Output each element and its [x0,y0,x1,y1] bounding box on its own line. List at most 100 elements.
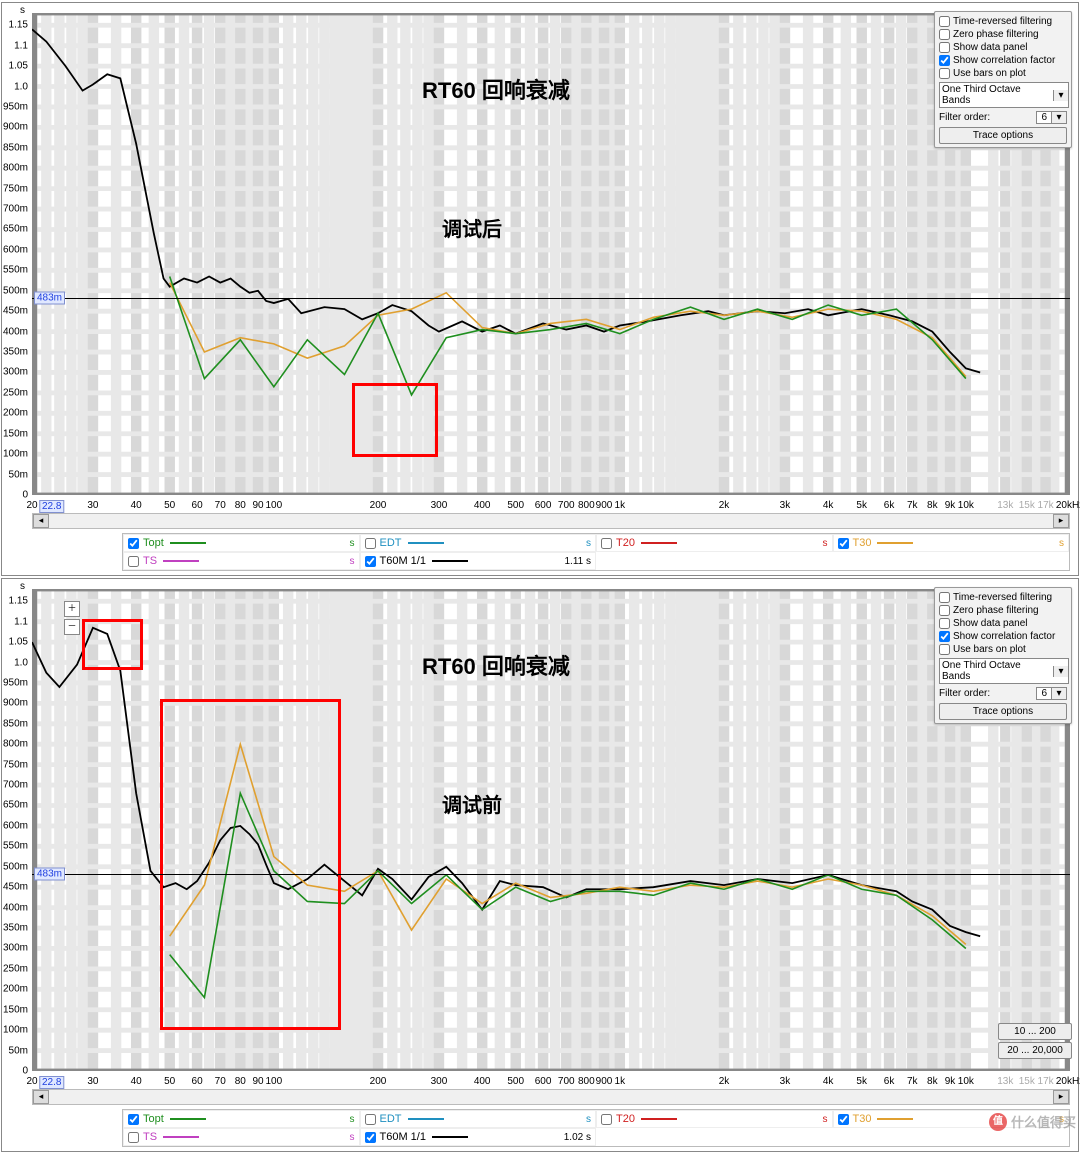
legend-t20[interactable]: T20s [596,534,833,552]
x-tick: 600 [535,1076,552,1087]
y-tick: 550m [3,265,28,276]
opt-use-bars[interactable]: Use bars on plot [939,67,1067,80]
opt-time-reversed[interactable]: Time-reversed filtering [939,15,1067,28]
chart-title: RT60 回响衰减 [422,649,570,681]
x-tick: 15k [1019,500,1035,511]
x-tick: 400 [474,500,491,511]
x-tick: 7k [907,1076,918,1087]
chart-title: RT60 回响衰减 [422,73,570,105]
trace-options-button[interactable]: Trace options [939,703,1067,720]
legend-t60m[interactable]: T60M 1/11.11 s [360,552,597,570]
chevron-down-icon: ▾ [1051,112,1066,123]
legend-t60m[interactable]: T60M 1/11.02 s [360,1128,597,1146]
filter-order-label: Filter order: [939,688,990,699]
zoom-out-icon[interactable]: － [64,619,80,635]
legend-ts[interactable]: TSs [123,552,360,570]
x-tick: 600 [535,500,552,511]
y-tick: 550m [3,841,28,852]
y-tick: 1.05 [9,61,28,72]
opt-show-data[interactable]: Show data panel [939,617,1067,630]
scroll-right-icon[interactable]: ▸ [1053,1090,1069,1104]
y-tick: 250m [3,387,28,398]
y-ticks: 050m100m150m200m250m300m350m400m450m500m… [2,13,30,495]
zoom-controls: ＋－ [64,601,80,637]
y-tick: 500m [3,285,28,296]
y-tick: 700m [3,780,28,791]
legend-edt[interactable]: EDTs [360,1110,597,1128]
band-select[interactable]: One Third Octave Bands▾ [939,82,1069,108]
y-tick: 0 [22,1066,28,1077]
y-tick: 750m [3,183,28,194]
opt-show-corr[interactable]: Show correlation factor [939,630,1067,643]
plot[interactable]: RT60 回响衰减 调试后 [32,13,1070,495]
x-tick: 17k [1038,500,1054,511]
x-tick: 800 [578,1076,595,1087]
legend-t30[interactable]: T30s [833,534,1070,552]
legend-topt[interactable]: Topts [123,534,360,552]
options-panel: Time-reversed filtering Zero phase filte… [934,11,1072,148]
x-ticks: 2030405060708090100200300400500600700800… [32,1073,1070,1089]
x-tick: 80 [235,500,246,511]
x-tick: 60 [192,500,203,511]
legend-edt[interactable]: EDTs [360,534,597,552]
y-marker-line [32,874,1070,875]
y-marker-label: 483m [34,867,65,880]
h-scrollbar[interactable]: ◂▸ [32,1089,1070,1105]
x-tick: 10k [958,1076,974,1087]
plot[interactable]: RT60 回响衰减 调试前 ＋－ [32,589,1070,1071]
opt-zero-phase[interactable]: Zero phase filtering [939,604,1067,617]
x-tick: 700 [558,500,575,511]
y-marker-label: 483m [34,291,65,304]
opt-show-corr[interactable]: Show correlation factor [939,54,1067,67]
opt-time-reversed[interactable]: Time-reversed filtering [939,591,1067,604]
legend: Topts EDTs T20s T30s TSs T60M 1/11.11 s [122,533,1070,571]
range-20-20000[interactable]: 20 ... 20,000 [998,1042,1072,1059]
opt-use-bars[interactable]: Use bars on plot [939,643,1067,656]
zoom-in-icon[interactable]: ＋ [64,601,80,617]
opt-show-data[interactable]: Show data panel [939,41,1067,54]
filter-order-spinner[interactable]: 6▾ [1036,111,1067,124]
y-tick: 800m [3,739,28,750]
y-tick: 400m [3,326,28,337]
y-tick: 100m [3,1025,28,1036]
h-scrollbar[interactable]: ◂▸ [32,513,1070,529]
y-tick: 450m [3,882,28,893]
chevron-down-icon: ▾ [1051,688,1066,699]
y-tick: 650m [3,800,28,811]
t60m-time: 1.11 s [565,556,592,567]
legend-ts[interactable]: TSs [123,1128,360,1146]
x-tick: 700 [558,1076,575,1087]
y-tick: 800m [3,163,28,174]
legend-topt[interactable]: Topts [123,1110,360,1128]
x-ticks: 2030405060708090100200300400500600700800… [32,497,1070,513]
chart-subtitle: 调试前 [442,789,502,818]
opt-zero-phase[interactable]: Zero phase filtering [939,28,1067,41]
x-tick: 200 [370,1076,387,1087]
x-tick: 60 [192,1076,203,1087]
range-10-200[interactable]: 10 ... 200 [998,1023,1072,1040]
band-select[interactable]: One Third Octave Bands▾ [939,658,1069,684]
y-tick: 1.0 [14,81,28,92]
x-tick: 5k [856,500,867,511]
y-tick: 150m [3,428,28,439]
y-tick: 300m [3,367,28,378]
y-tick: 850m [3,142,28,153]
x-tick: 100 [265,1076,282,1087]
scroll-left-icon[interactable]: ◂ [33,1090,49,1104]
chevron-down-icon: ▾ [1053,666,1068,677]
chart-subtitle: 调试后 [442,213,502,242]
legend-t20[interactable]: T20s [596,1110,833,1128]
filter-order-spinner[interactable]: 6▾ [1036,687,1067,700]
x-tick: 50 [164,1076,175,1087]
y-tick: 950m [3,101,28,112]
y-tick: 200m [3,984,28,995]
trace-options-button[interactable]: Trace options [939,127,1067,144]
y-tick: 1.1 [14,40,28,51]
y-tick: 650m [3,224,28,235]
x-tick: 8k [927,1076,938,1087]
x-tick: 13k [997,1076,1013,1087]
scroll-left-icon[interactable]: ◂ [33,514,49,528]
x-tick: 6k [884,500,895,511]
watermark-text: 什么值得买 [1011,1112,1076,1131]
scroll-right-icon[interactable]: ▸ [1053,514,1069,528]
